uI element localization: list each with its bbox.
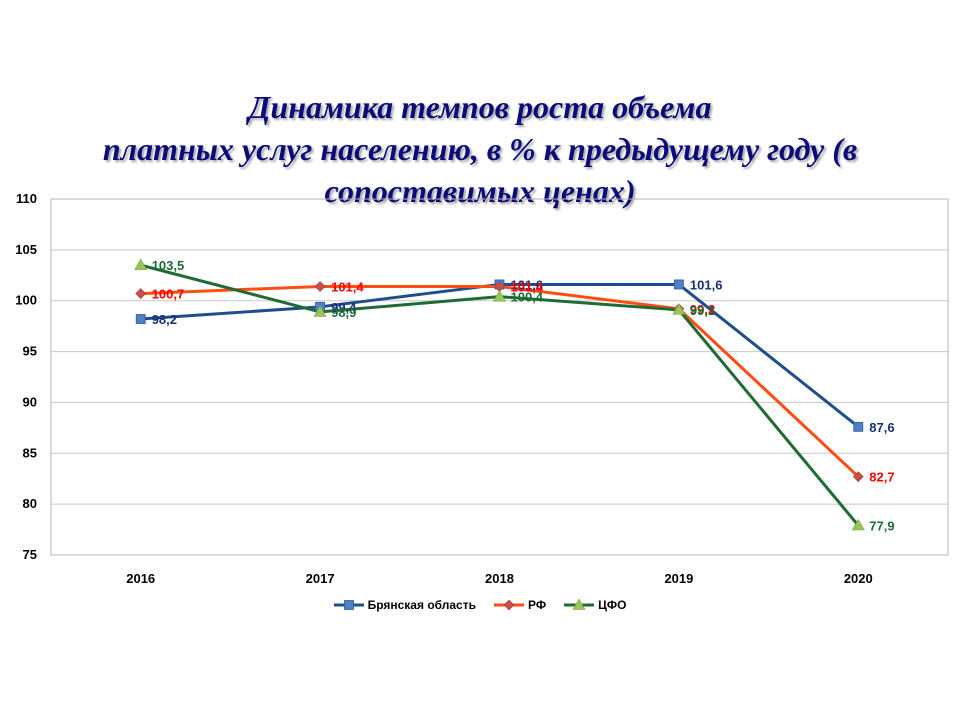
y-tick-label-110: 110	[16, 191, 37, 206]
series-2-point-2016	[134, 258, 148, 270]
x-tick-label-2020: 2020	[844, 571, 873, 586]
x-tick-label-2016: 2016	[126, 571, 155, 586]
series	[134, 258, 865, 531]
series-0-label-2020: 87,6	[869, 420, 894, 435]
chart-title-line-2: платных услуг населению, в % к предыдуще…	[102, 131, 858, 167]
series-1-point-2020	[852, 471, 864, 483]
series-line-1	[140, 284, 860, 478]
x-tick-label-2017: 2017	[306, 571, 335, 586]
y-tick-label-85: 85	[23, 445, 37, 460]
plot-area-border	[50, 198, 949, 556]
legend-label-0: Брянская область	[367, 598, 476, 612]
series-0-point-2019	[674, 279, 684, 290]
series-2-label-2019: 99,1	[690, 303, 715, 318]
legend-item-0: Брянская область	[333, 598, 476, 612]
series-0-point-2020	[853, 421, 864, 432]
series-1-label-2020: 82,7	[869, 470, 894, 485]
x-tick-label-2019: 2019	[664, 571, 693, 586]
legend-label-2: ЦФО	[598, 598, 627, 612]
y-tick-label-75: 75	[23, 547, 37, 562]
series-1-label-2018: 101,4	[511, 279, 544, 294]
legend-item-1: РФ	[493, 598, 547, 612]
legend-item-2: ЦФО	[564, 598, 626, 612]
chart-title-line-1: Динамика темпов роста объема	[248, 89, 712, 125]
chart-title-line-3: сопоставимых ценах)	[324, 173, 636, 209]
series-2-label-2020: 77,9	[869, 519, 894, 534]
series-0-label-2017: 99,4	[331, 300, 357, 315]
chart-title: Динамика темпов роста объема платных усл…	[0, 86, 960, 212]
series-2-point-2018	[492, 290, 507, 302]
series-1-label-2016: 100,7	[152, 287, 185, 302]
axes: 75 80 85 90 95 100 105 110 2016 2017 2018 2019 2020	[15, 191, 949, 586]
series-2-point-2020	[851, 518, 865, 531]
series-1-point-2016	[135, 288, 147, 300]
series-line-2	[140, 263, 860, 527]
y-tick-label-80: 80	[23, 496, 37, 511]
legend-swatch-marker-1	[503, 599, 515, 611]
series-0-label-2019: 101,6	[690, 277, 723, 292]
series-2-point-2017	[313, 305, 327, 317]
legend-swatch-2	[564, 599, 595, 610]
grid	[51, 198, 948, 556]
series-line-0	[140, 282, 860, 429]
y-tick-label-95: 95	[23, 344, 37, 359]
series-0-point-2016	[135, 314, 146, 324]
y-tick-label-100: 100	[15, 293, 37, 308]
series-1-label-2017: 101,4	[331, 279, 364, 294]
y-tick-label-90: 90	[23, 394, 37, 409]
legend-swatch-marker-2	[572, 599, 586, 610]
legend: Брянская область РФ ЦФО	[0, 598, 960, 612]
legend-swatch-marker-0	[343, 600, 354, 610]
legend-label-1: РФ	[527, 598, 547, 612]
series-2-point-2019	[672, 303, 686, 315]
x-tick-label-2018: 2018	[485, 571, 514, 586]
series-2-label-2016: 103,5	[152, 258, 185, 273]
series-0-label-2018: 101,6	[511, 277, 544, 292]
series-0-label-2016: 98,2	[152, 312, 177, 327]
series-1-point-2017	[314, 281, 326, 292]
series-2-label-2018: 100,4	[511, 290, 544, 305]
legend-swatch-0	[333, 600, 364, 610]
y-tick-label-105: 105	[15, 242, 37, 257]
series-2-label-2017: 98,9	[331, 305, 356, 320]
series-1-label-2019: 99,2	[690, 302, 715, 317]
legend-swatch-1	[493, 599, 524, 611]
data-labels: 98,2 99,4 101,6 101,6 87,6 100,7 101,4 101,4 99,…	[152, 258, 895, 533]
